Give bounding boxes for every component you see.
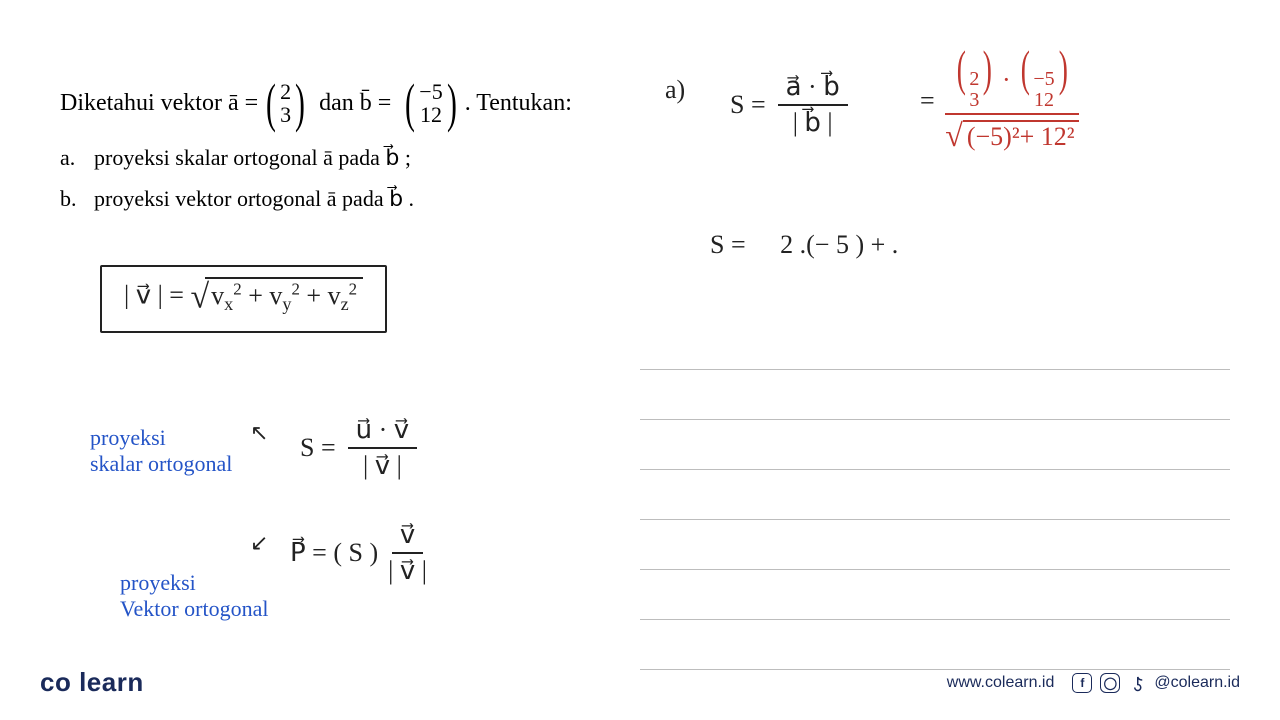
sqrt-body: vx2 + vy2 + vz2	[211, 281, 357, 310]
footer: co learn www.colearn.id f ◯ @colearn.id	[40, 667, 1240, 698]
problem-tail: . Tentukan:	[465, 84, 572, 122]
problem-mid: dan b̄ =	[319, 84, 391, 122]
vector-projection-formula: P⃗ = ( S ) v⃗ | v⃗ |	[290, 520, 427, 586]
vector-b: ( −5 12 )	[401, 80, 460, 126]
scalar-projection-formula: S = u⃗ · v⃗ | v⃗ |	[300, 415, 417, 481]
logo: co learn	[40, 667, 144, 698]
social-icons: f ◯ @colearn.id	[1072, 673, 1240, 693]
label-proj-vector: proyeksi Vektor ortogonal	[120, 570, 268, 623]
footer-handle: @colearn.id	[1154, 674, 1240, 692]
instagram-icon: ◯	[1100, 673, 1120, 693]
label-proj-scalar: proyeksi skalar ortogonal	[90, 425, 232, 478]
tiktok-icon	[1128, 674, 1146, 692]
work-line1-right: = (23) · (−512) √(−5)²+ 12²	[920, 48, 1079, 154]
arrow-icon: ↖	[250, 420, 268, 446]
ruled-lines	[640, 320, 1230, 670]
vector-a: ( 2 3 )	[262, 80, 309, 126]
work-part-a-label: a)	[665, 75, 685, 105]
facebook-icon: f	[1072, 673, 1092, 693]
work-line1-left: S = a⃗ · b⃗ | b⃗ |	[730, 72, 848, 138]
problem-block: Diketahui vektor ā = ( 2 3 ) dan b̄ = ( …	[60, 80, 620, 223]
problem-items: a.proyeksi skalar ortogonal ā pada b⃗ ; …	[60, 140, 620, 216]
footer-url: www.colearn.id	[947, 674, 1055, 692]
arrow2-icon: ↙	[250, 530, 268, 556]
work-line2: S = 2 .(− 5 ) + .	[710, 230, 898, 260]
problem-statement: Diketahui vektor ā = ( 2 3 ) dan b̄ = ( …	[60, 80, 620, 217]
magnitude-formula-box: | v⃗ | = √vx2 + vy2 + vz2	[100, 265, 387, 333]
problem-lead: Diketahui vektor ā =	[60, 84, 258, 122]
